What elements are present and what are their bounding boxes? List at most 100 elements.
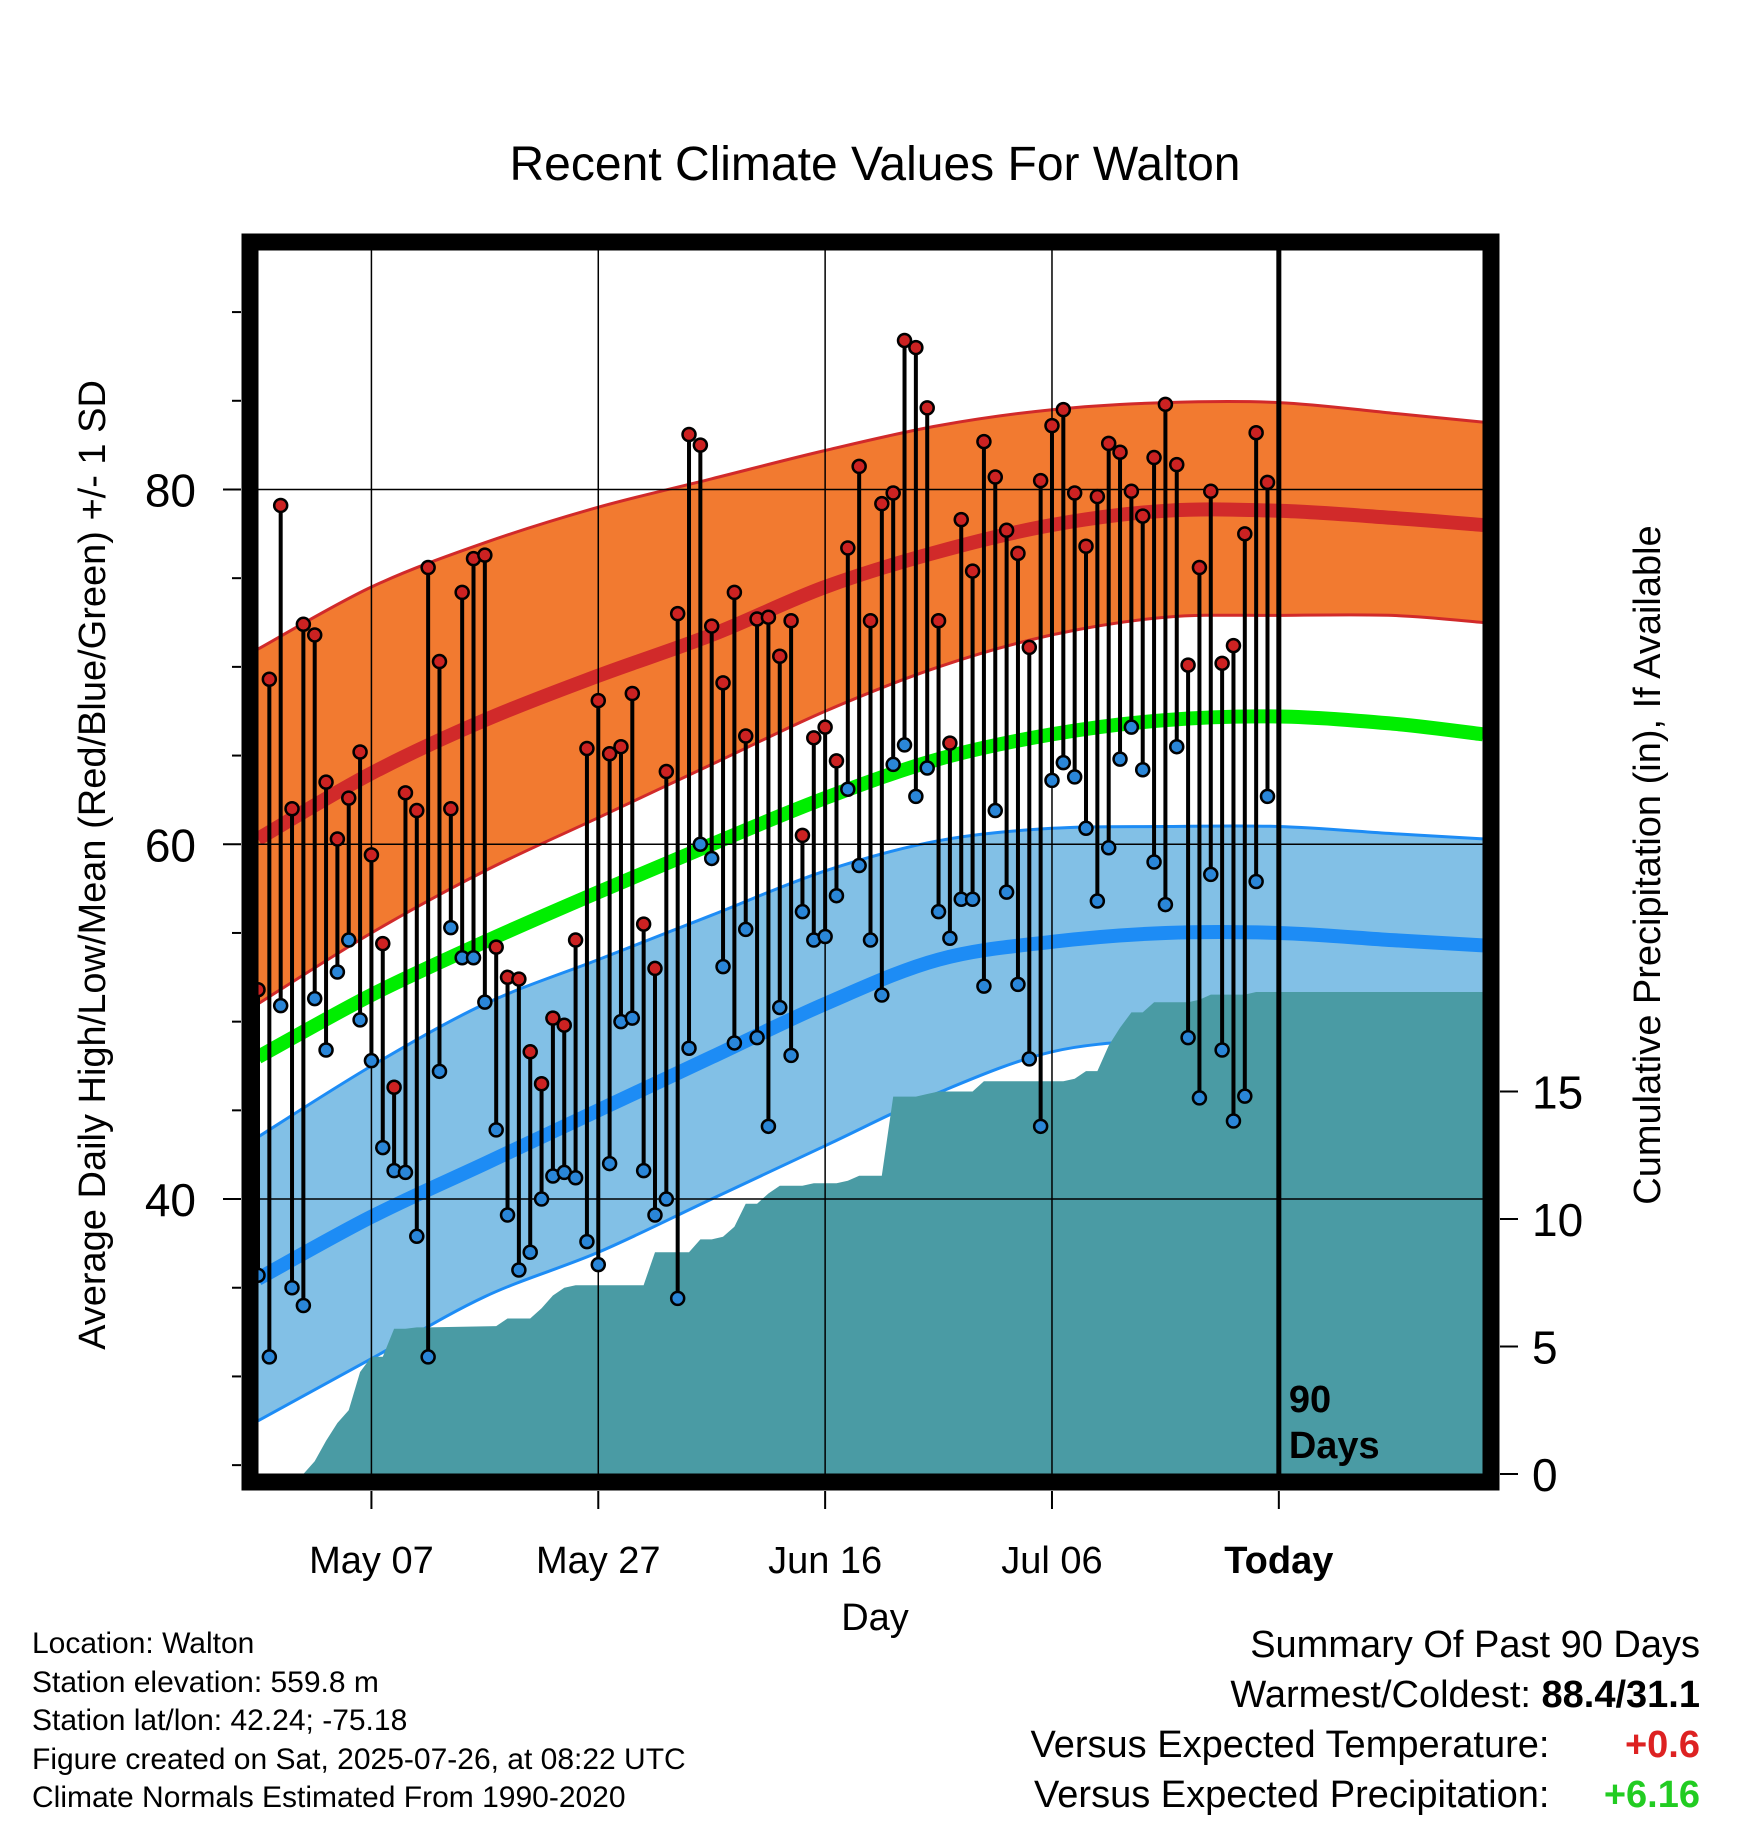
daily-high-marker — [851, 458, 867, 475]
daily-low-marker — [1066, 769, 1083, 785]
daily-high-marker — [1021, 639, 1038, 656]
daily-high-marker — [681, 426, 697, 443]
daily-low-marker — [624, 1010, 641, 1026]
daily-high-marker — [772, 648, 788, 664]
daily-low-marker — [567, 1170, 584, 1186]
daily-low-marker — [1180, 1029, 1196, 1046]
daily-low-marker — [522, 1244, 538, 1261]
cumulative-precipitation-area — [258, 992, 1483, 1474]
daily-high-marker — [919, 400, 935, 416]
daily-low-marker — [1055, 754, 1072, 771]
daily-high-marker — [1066, 485, 1083, 501]
daily-high-marker — [1044, 417, 1060, 434]
daily-low-marker — [579, 1233, 595, 1250]
daily-high-marker — [1078, 538, 1094, 554]
daily-low-marker — [828, 887, 845, 904]
x-tick-label: May 27 — [536, 1540, 661, 1582]
daily-low-marker — [1237, 1088, 1253, 1104]
daily-high-marker — [454, 584, 470, 601]
daily-high-marker — [567, 932, 584, 948]
daily-low-marker — [511, 1262, 527, 1278]
y-tick-label: 80 — [145, 464, 196, 516]
daily-low-marker — [443, 919, 459, 936]
daily-high-marker — [477, 547, 493, 563]
daily-low-marker — [635, 1162, 652, 1179]
daily-high-marker — [987, 469, 1004, 485]
daily-high-marker — [352, 744, 368, 760]
daily-low-marker — [1078, 820, 1094, 837]
daily-high-marker — [692, 437, 709, 453]
daily-low-marker — [1225, 1113, 1242, 1129]
daily-low-marker — [1123, 719, 1140, 735]
daily-high-marker — [862, 612, 879, 629]
daily-low-marker — [647, 1207, 663, 1223]
daily-high-marker — [340, 790, 357, 806]
daily-low-marker — [1169, 738, 1185, 755]
daily-high-marker — [1055, 401, 1072, 418]
temp-departure-row: Versus Expected Temperature: +0.6 — [1031, 1720, 1700, 1770]
daily-low-marker — [862, 932, 879, 948]
daily-high-marker — [1112, 444, 1128, 460]
daily-high-marker — [601, 746, 618, 762]
location-text: Location: Walton — [32, 1627, 255, 1660]
plot-inner — [258, 250, 1483, 1474]
temp-departure-label: Versus Expected Temperature: — [1030, 1724, 1550, 1766]
daily-low-marker — [964, 891, 981, 908]
daily-low-marker — [261, 1349, 278, 1365]
daily-low-marker — [1112, 751, 1128, 767]
daily-low-marker — [658, 1191, 675, 1207]
daily-low-marker — [1157, 896, 1174, 913]
daily-high-marker — [590, 692, 607, 709]
daily-low-marker — [919, 760, 935, 776]
daily-high-marker — [511, 971, 527, 987]
daily-high-marker — [488, 939, 504, 955]
daily-low-marker — [1214, 1042, 1230, 1058]
daily-low-marker — [1146, 854, 1162, 870]
daily-low-marker — [258, 1267, 266, 1284]
daily-high-marker — [840, 540, 856, 556]
daily-low-marker — [284, 1279, 300, 1296]
daily-low-marker — [976, 978, 992, 994]
summary-panel: Summary Of Past 90 Days Warmest/Coldest:… — [1031, 1620, 1700, 1820]
daily-high-marker — [669, 605, 686, 622]
daily-high-marker — [443, 801, 459, 817]
daily-low-marker — [715, 958, 731, 975]
daily-high-marker — [1169, 456, 1185, 473]
daily-low-marker — [1010, 976, 1026, 993]
daily-high-marker — [1100, 435, 1117, 452]
daily-high-marker — [1237, 526, 1253, 542]
daily-low-marker — [499, 1207, 516, 1223]
daily-high-marker — [363, 847, 380, 863]
daily-high-marker — [726, 584, 743, 601]
daily-low-marker — [363, 1052, 380, 1069]
daily-low-marker — [1089, 893, 1106, 909]
daily-low-marker — [726, 1035, 743, 1051]
daily-high-marker — [329, 831, 346, 847]
daily-low-marker — [272, 997, 289, 1014]
daily-high-marker — [1146, 449, 1162, 466]
daily-high-marker — [828, 753, 845, 769]
daily-low-marker — [885, 756, 901, 773]
daily-high-marker — [533, 1075, 550, 1092]
warmest-coldest-value: 88.4/31.1 — [1541, 1674, 1700, 1716]
daily-low-marker — [681, 1040, 697, 1057]
daily-high-marker — [942, 735, 958, 751]
today-days-unit: Days — [1289, 1425, 1380, 1467]
daily-high-marker — [284, 801, 300, 817]
daily-low-marker — [465, 950, 482, 966]
daily-high-marker — [1157, 396, 1174, 413]
daily-low-marker — [1032, 1118, 1049, 1135]
x-tick-label: Jul 06 — [1001, 1540, 1102, 1582]
daily-high-marker — [522, 1044, 538, 1060]
y-tick-label: 60 — [145, 819, 196, 871]
latlon-text: Station lat/lon: 42.24; -75.18 — [32, 1704, 408, 1737]
daily-low-marker — [601, 1155, 618, 1172]
daily-high-marker — [397, 785, 414, 801]
daily-low-marker — [1259, 788, 1276, 805]
daily-high-marker — [258, 981, 266, 998]
daily-high-marker — [1191, 559, 1208, 576]
y2-axis-label: Cumulative Precipitation (in), If Availa… — [1627, 525, 1669, 1204]
chart-title: Recent Climate Values For Walton — [510, 138, 1241, 191]
